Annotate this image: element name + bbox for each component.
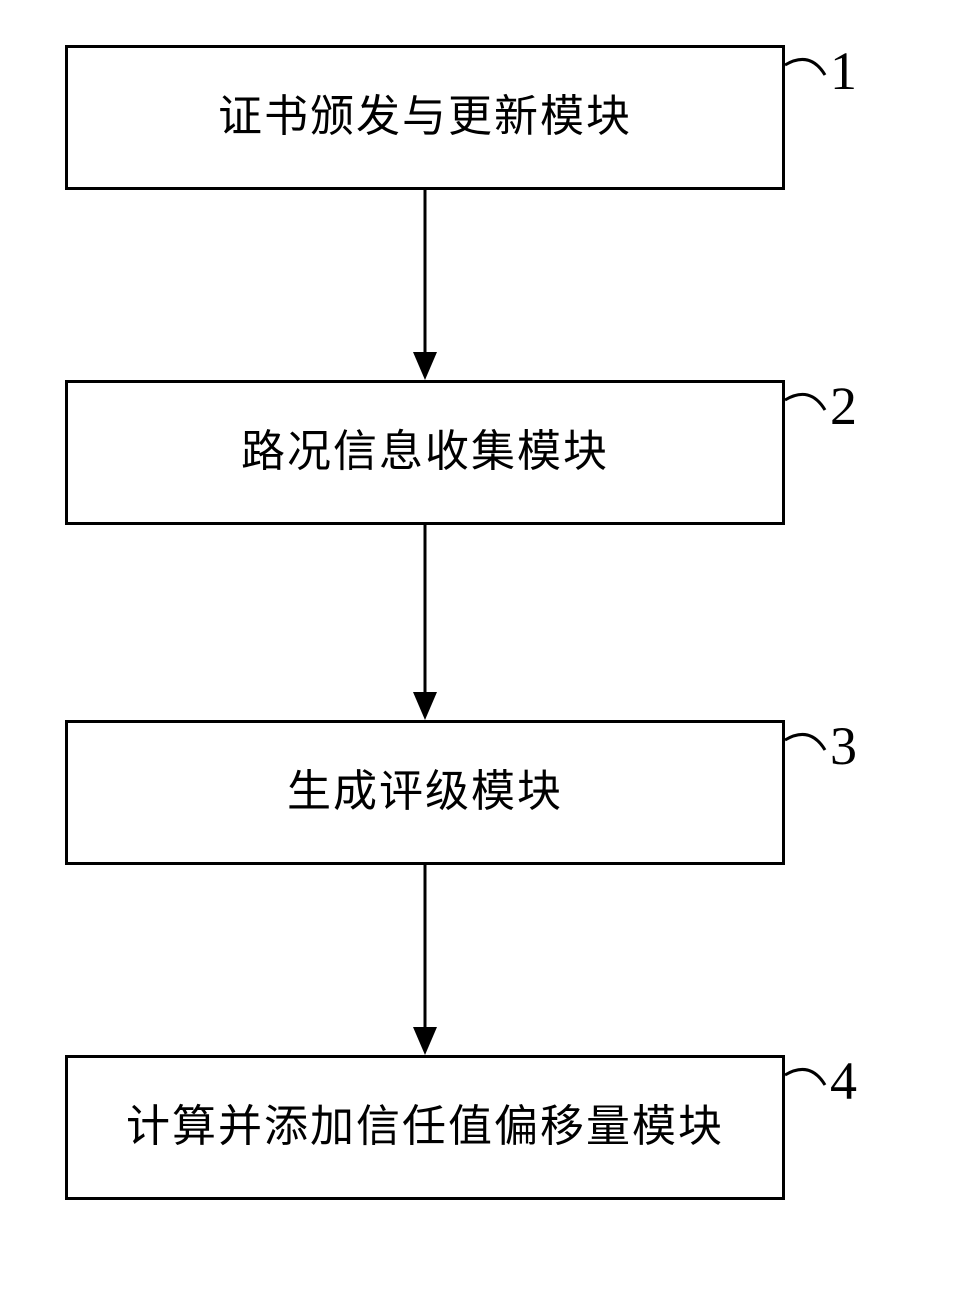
flow-node-3-label: 生成评级模块 xyxy=(287,766,563,819)
flow-node-4: 计算并添加信任值偏移量模块 xyxy=(65,1055,785,1200)
flow-node-4-label: 计算并添加信任值偏移量模块 xyxy=(126,1101,724,1154)
flow-node-2-label: 路况信息收集模块 xyxy=(241,426,609,479)
flowchart-diagram: 证书颁发与更新模块 1 路况信息收集模块 2 生成评级模块 3 计算并添加信任值… xyxy=(0,0,954,1296)
flow-node-1-label: 证书颁发与更新模块 xyxy=(218,91,632,144)
flow-node-1-number: 1 xyxy=(830,40,857,102)
flow-node-2-number: 2 xyxy=(830,375,857,437)
flow-node-1: 证书颁发与更新模块 xyxy=(65,45,785,190)
flow-node-4-number: 4 xyxy=(830,1050,857,1112)
flow-node-3-number: 3 xyxy=(830,715,857,777)
flow-node-3: 生成评级模块 xyxy=(65,720,785,865)
flow-node-2: 路况信息收集模块 xyxy=(65,380,785,525)
